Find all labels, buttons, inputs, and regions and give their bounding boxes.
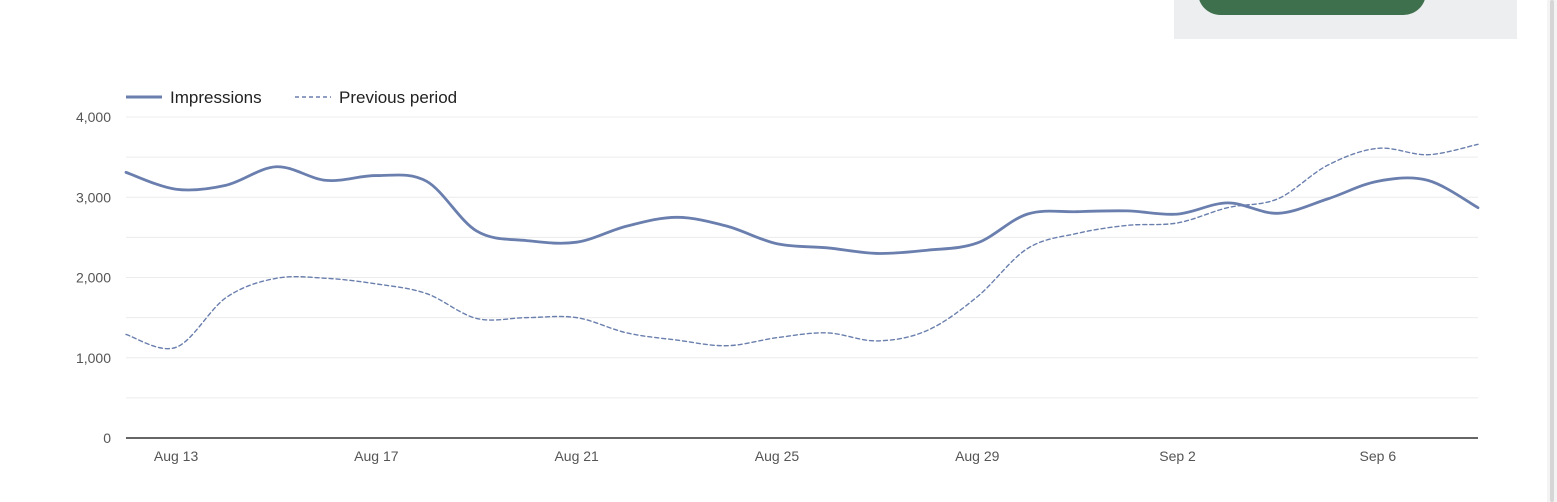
x-tick-label: Aug 17 bbox=[354, 448, 399, 464]
y-tick-label: 1,000 bbox=[76, 350, 111, 366]
y-tick-label: 0 bbox=[103, 430, 111, 446]
series-line-previous-period[interactable] bbox=[125, 143, 1479, 350]
legend: Impressions Previous period bbox=[126, 88, 457, 107]
y-tick-label: 2,000 bbox=[76, 270, 111, 286]
x-tick-label: Aug 29 bbox=[955, 448, 1000, 464]
y-tick-label: 4,000 bbox=[76, 109, 111, 125]
x-tick-label: Aug 25 bbox=[755, 448, 800, 464]
top-panel bbox=[1174, 0, 1517, 39]
x-tick-label: Aug 13 bbox=[154, 448, 199, 464]
x-tick-label: Aug 21 bbox=[554, 448, 599, 464]
series-lines bbox=[124, 143, 1480, 350]
primary-button[interactable] bbox=[1198, 0, 1426, 15]
axes: 0 1,000 2,000 3,000 4,000 Aug 13 Aug 17 Aug 21 A… bbox=[76, 109, 1478, 464]
scrollbar-thumb[interactable] bbox=[1550, 0, 1554, 502]
legend-label-previous-period[interactable]: Previous period bbox=[339, 88, 457, 107]
scrollbar[interactable] bbox=[1547, 0, 1557, 502]
y-tick-label: 3,000 bbox=[76, 189, 111, 205]
series-line-impressions[interactable] bbox=[124, 165, 1480, 255]
x-tick-label: Sep 6 bbox=[1360, 448, 1397, 464]
legend-label-impressions[interactable]: Impressions bbox=[170, 88, 262, 107]
x-tick-label: Sep 2 bbox=[1159, 448, 1196, 464]
grid-lines bbox=[126, 116, 1478, 399]
